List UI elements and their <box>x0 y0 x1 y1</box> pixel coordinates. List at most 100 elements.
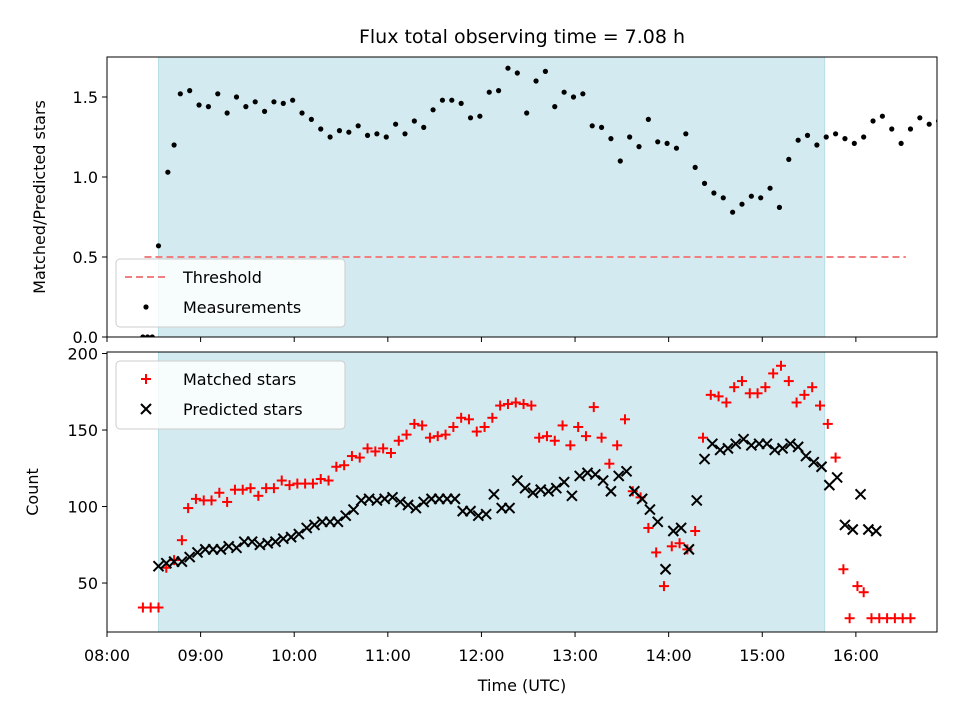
predicted-stars-point <box>667 525 680 537</box>
predicted-stars-point <box>761 438 773 450</box>
predicted-stars-point <box>659 563 672 575</box>
bottom-x-tick-label: 09:00 <box>178 646 224 665</box>
measurements-legend-label: Measurements <box>183 298 301 317</box>
matched-stars-point <box>495 400 506 411</box>
matched-stars-point <box>456 412 467 423</box>
matched-stars-point <box>697 432 708 443</box>
top-y-tick-label: 0.5 <box>73 248 98 267</box>
matched-stars-point <box>791 397 802 408</box>
measurements-point <box>327 134 333 140</box>
predicted-stars-point <box>503 502 516 514</box>
predicted-stars-point <box>683 543 695 556</box>
predicted-stars-point <box>808 456 820 468</box>
matched-stars-point <box>658 581 669 592</box>
matched-stars-point <box>526 400 537 411</box>
measurements-point <box>171 142 177 148</box>
matched-stars-point <box>424 432 435 443</box>
measurements-point <box>748 193 754 199</box>
measurements-point <box>505 65 511 71</box>
measurements-point <box>215 91 221 97</box>
measurements-point <box>570 94 577 100</box>
matched-stars-point <box>354 452 365 463</box>
measurements-point <box>514 70 520 76</box>
measurements-point <box>542 68 549 74</box>
bottom-y-tick-label: 50 <box>78 574 98 593</box>
bottom-axes-frame <box>106 351 938 633</box>
matched-stars-point <box>721 397 732 408</box>
bottom-y-tick-label: 100 <box>67 498 98 517</box>
predicted-stars-point <box>613 470 625 482</box>
matched-stars-point <box>905 613 916 624</box>
top-y-tick-label: 1.0 <box>73 168 98 187</box>
measurements-point <box>233 94 240 100</box>
predicted-stars-point <box>308 519 321 531</box>
matched-stars-point <box>760 382 771 393</box>
measurements-point <box>673 145 680 151</box>
predicted-stars-point <box>339 510 352 522</box>
measurements-point <box>458 100 464 106</box>
matched-stars-point <box>315 473 326 484</box>
predicted-stars-point <box>652 516 664 528</box>
predicted-stars-point <box>706 438 719 450</box>
matched-stars-point <box>752 388 763 399</box>
matched-stars-point <box>844 613 855 624</box>
matched-stars-point <box>378 443 389 454</box>
matched-stars-point <box>502 399 513 410</box>
matched-stars-point <box>190 493 201 504</box>
predicted-stars-point <box>410 502 422 514</box>
measurements-point <box>196 102 202 108</box>
matched-stars-point <box>619 414 630 425</box>
measurements-point <box>533 78 539 84</box>
measurements-point <box>486 89 492 95</box>
bottom-x-axis-label: Time (UTC) <box>477 676 566 695</box>
bottom-points <box>137 360 916 624</box>
threshold-legend-label: Threshold <box>182 268 262 287</box>
bottom-x-tick-label: 13:00 <box>552 646 598 665</box>
measurements-point <box>318 126 324 132</box>
predicted-stars-point <box>449 493 461 505</box>
matched-stars-point <box>331 461 342 472</box>
matched-stars-point <box>775 360 786 371</box>
measurements-point <box>636 144 642 150</box>
matched-stars-point <box>682 544 693 555</box>
measurements-point <box>776 204 783 210</box>
matched-stars-point <box>370 446 381 457</box>
bottom-x-ticks: 08:00 09:00 10:00 11:00 12:00 13:00 14:00 15:00… <box>84 632 879 665</box>
matched-stars-point <box>307 478 318 489</box>
matched-stars-point <box>838 564 849 575</box>
measurements-point <box>664 140 670 146</box>
matched-stars-point <box>858 587 869 598</box>
measurements-point <box>739 201 745 207</box>
measurements-point <box>290 97 296 103</box>
measurements-point <box>495 88 502 94</box>
matched-stars-point <box>385 447 396 458</box>
measurements-point <box>851 140 857 146</box>
measurements-point <box>823 134 829 140</box>
predicted-stars-point <box>347 503 360 516</box>
predicted-stars-point <box>191 546 204 559</box>
matched-stars-point <box>799 389 810 400</box>
predicted-stars-point <box>730 438 742 450</box>
matched-stars-point <box>852 581 863 592</box>
bottom-x-tick-label: 16:00 <box>833 646 879 665</box>
measurements-point <box>580 91 586 97</box>
matched-stars-point <box>409 418 420 429</box>
matched-stars-point <box>237 484 248 495</box>
matched-stars-point <box>596 432 607 443</box>
measurements-point <box>524 110 530 116</box>
predicted-stars-point <box>620 465 633 478</box>
measurements-point <box>814 142 820 148</box>
predicted-stars-point <box>230 542 243 554</box>
predicted-stars-point <box>418 496 430 508</box>
predicted-stars-point <box>597 474 609 487</box>
matched-stars-point <box>214 487 225 498</box>
predicted-stars-point <box>839 519 851 531</box>
predicted-stars-point <box>527 487 539 499</box>
matched-stars-point <box>245 483 256 494</box>
predicted-stars-point <box>183 551 196 563</box>
measurements-point <box>683 131 689 137</box>
measurements-point <box>589 123 595 129</box>
top-axes-frame <box>106 56 938 338</box>
matched-stars-point <box>588 402 599 413</box>
matched-stars-point <box>666 541 677 552</box>
